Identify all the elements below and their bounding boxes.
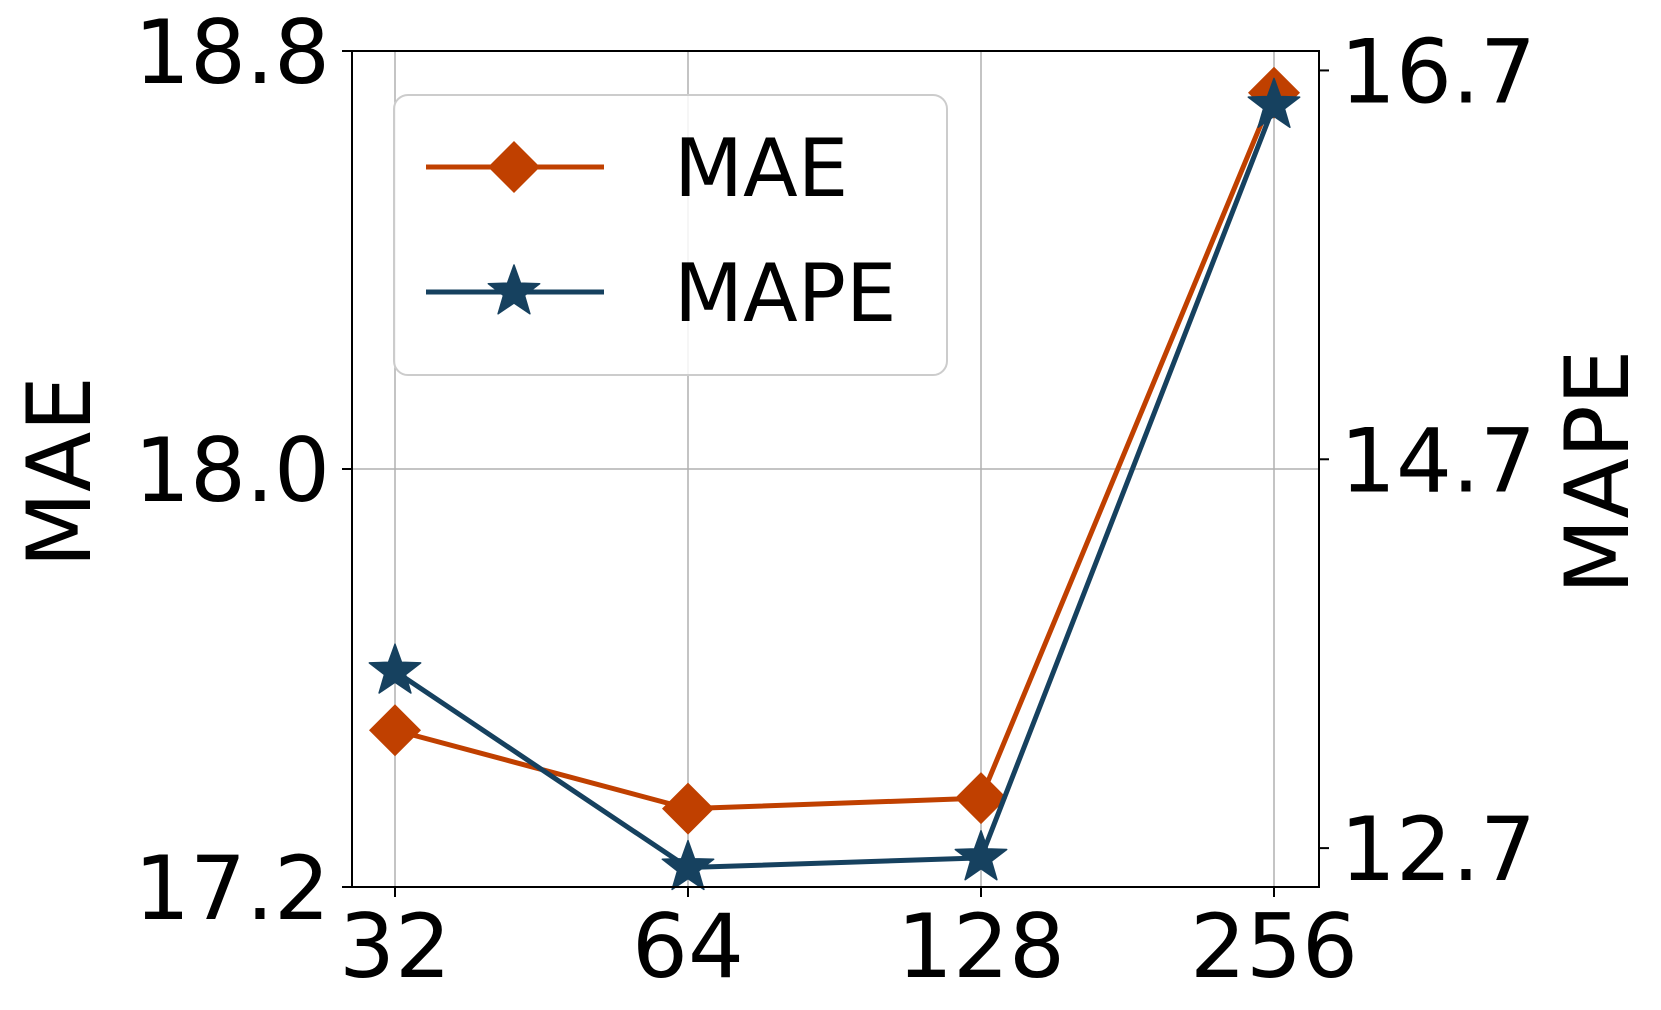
x-axis: 32 64 128 256 bbox=[339, 887, 1358, 998]
series-mape-point-1 bbox=[661, 839, 715, 891]
legend-mae-marker bbox=[488, 141, 540, 193]
x-tick-label-1: 64 bbox=[632, 895, 744, 998]
x-tick-label-3: 256 bbox=[1190, 895, 1358, 998]
legend-entries: MAE MAPE bbox=[426, 122, 897, 340]
y-right-tick-label-1: 14.7 bbox=[1340, 409, 1536, 512]
left-axis: 17.2 18.0 18.8 bbox=[134, 1, 352, 940]
y-left-tick-label-2: 18.8 bbox=[134, 1, 330, 104]
x-tick-label-0: 32 bbox=[339, 895, 451, 998]
y-right-tick-label-0: 12.7 bbox=[1340, 798, 1536, 901]
x-tick-label-2: 128 bbox=[897, 895, 1065, 998]
series-mape-point-3 bbox=[1247, 77, 1301, 129]
legend-mape-marker bbox=[487, 264, 541, 315]
y-right-tick-label-2: 16.7 bbox=[1340, 20, 1536, 123]
legend-mae-label: MAE bbox=[674, 122, 848, 215]
y-left-tick-label-1: 18.0 bbox=[134, 419, 330, 522]
series-layer bbox=[368, 66, 1301, 891]
y-left-tick-label-0: 17.2 bbox=[134, 837, 330, 940]
legend-mae: MAE bbox=[426, 122, 848, 215]
legend: MAE MAPE bbox=[393, 94, 948, 376]
y-left-title: MAE bbox=[8, 376, 111, 568]
y-right-title: MAPE bbox=[1546, 350, 1649, 595]
legend-mape-label: MAPE bbox=[674, 247, 897, 340]
series-mape-point-2 bbox=[954, 830, 1008, 881]
series-mae-point-0 bbox=[369, 704, 421, 757]
right-axis: 12.7 14.7 16.7 bbox=[1319, 20, 1536, 901]
series-mape bbox=[368, 77, 1301, 891]
legend-mape: MAPE bbox=[426, 247, 897, 340]
series-mape-line bbox=[393, 104, 1277, 871]
series-mae-point-1 bbox=[662, 782, 714, 835]
series-mape-point-0 bbox=[368, 643, 422, 694]
series-mae-point-2 bbox=[955, 772, 1007, 825]
